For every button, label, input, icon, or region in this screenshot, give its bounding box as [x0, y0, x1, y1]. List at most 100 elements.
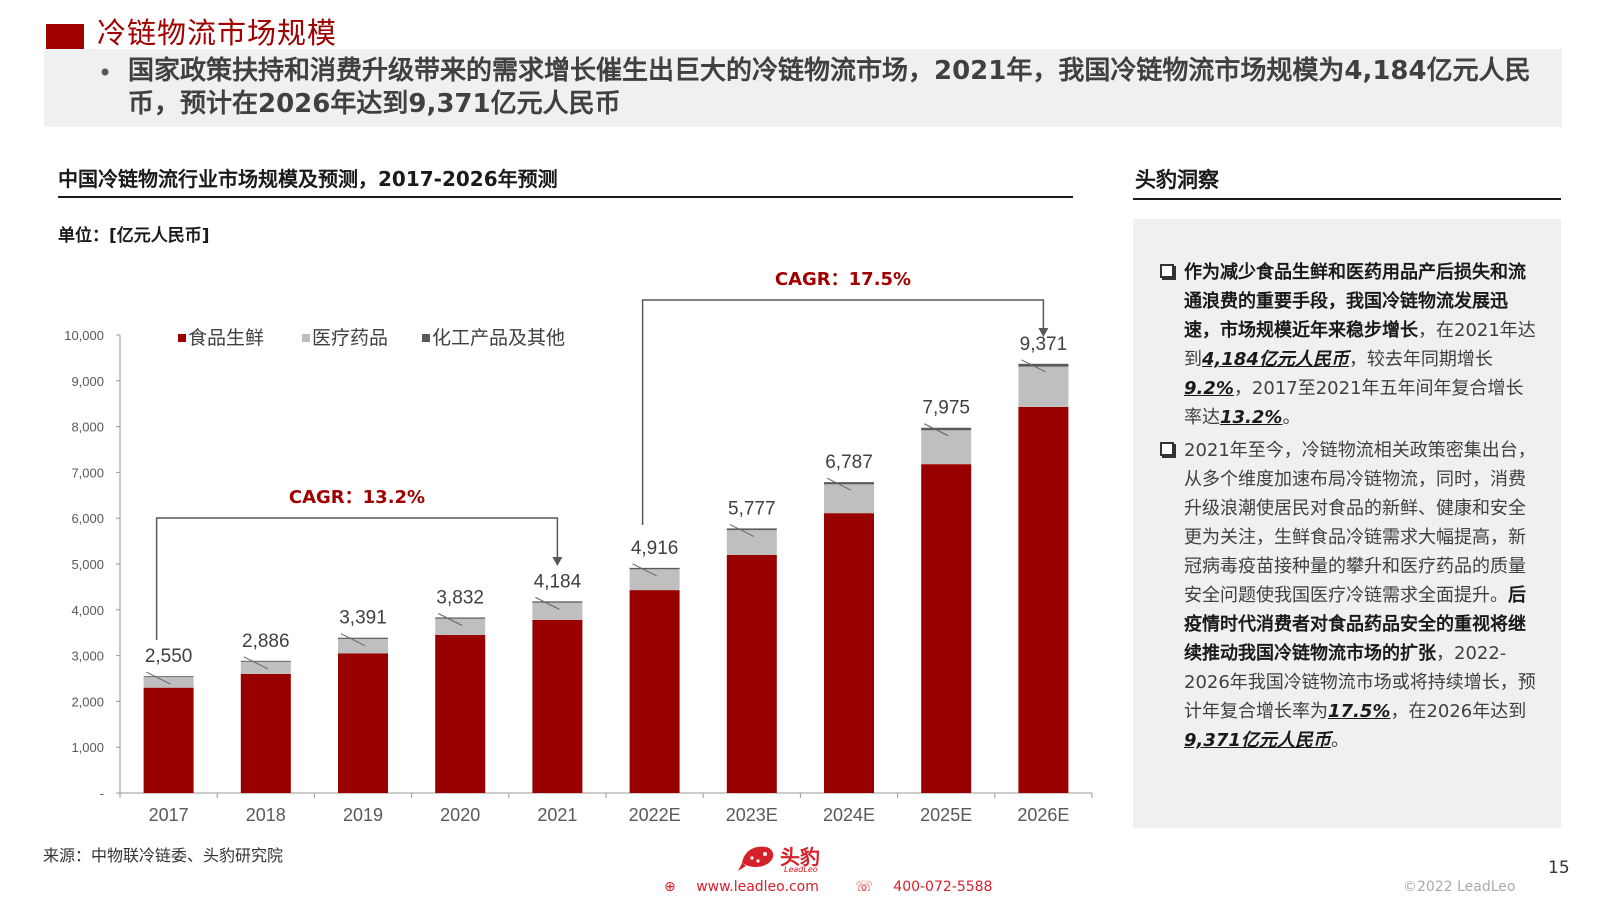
page-number: 15: [1548, 858, 1570, 878]
bar-food-2021: [532, 619, 583, 793]
bar-food-2017: [143, 687, 194, 793]
bar-chemical-2022E: [629, 567, 680, 570]
bar-food-2020: [435, 634, 486, 793]
phone-info: ☏ 400-072-5588: [855, 879, 1008, 895]
insight-1-value-growth: 9.2%: [1184, 378, 1234, 399]
insight-1-text-c: ，2017至2021年五年间年复合增长率达: [1184, 378, 1524, 428]
legend-swatch: [302, 334, 310, 342]
x-tick-label: 2024E: [823, 805, 875, 825]
total-label: 4,184: [534, 571, 582, 592]
cagr-bracket-line: [155, 517, 559, 640]
insight-2-value-market: 9,371亿元人民币: [1184, 730, 1331, 751]
leadleo-logo: 头豹 LeadLeo: [738, 841, 838, 875]
insight-panel: [1133, 219, 1561, 828]
total-leader-line: [146, 671, 171, 685]
phone-text: 400-072-5588: [893, 879, 993, 895]
total-label: 7,975: [922, 398, 970, 419]
bar-chemical-2025E: [921, 427, 972, 431]
bar-chemical-2024E: [824, 482, 874, 485]
bar-medical-2025E: [921, 430, 972, 465]
bar-chemical-2018: [240, 660, 291, 662]
cagr-bracket-line: [641, 299, 1045, 525]
y-tick-label: 1,000: [71, 740, 104, 755]
insight-2-text-c: ，在2026年达到: [1390, 701, 1527, 722]
total-label: 5,777: [728, 498, 776, 519]
bar-food-2023E: [726, 554, 777, 793]
logo-text-en: LeadLeo: [784, 865, 818, 874]
legend-label: 医疗药品: [312, 327, 388, 349]
total-leader-line: [535, 596, 560, 610]
bar-chemical-2019: [338, 637, 388, 639]
copyright: ©2022 LeadLeo: [1403, 879, 1516, 895]
bar-food-2026E: [1018, 406, 1069, 793]
x-tick-label: 2023E: [726, 805, 778, 825]
phone-icon: ☏: [855, 879, 873, 895]
total-leader-line: [340, 633, 366, 647]
insight-1-text-d: 。: [1282, 407, 1301, 428]
page-title: 冷链物流市场规模: [97, 16, 338, 50]
legend-label: 食品生鲜: [188, 327, 264, 349]
total-leader-line: [729, 523, 755, 537]
bar-chemical-2023E: [726, 528, 777, 531]
y-tick-label: 4,000: [71, 603, 104, 618]
bar-chemical-2021: [532, 601, 583, 603]
bullet-dot-icon: •: [98, 59, 113, 87]
y-tick-label: 3,000: [71, 649, 104, 664]
bar-medical-2026E: [1018, 366, 1069, 407]
summary-text: 国家政策扶持和消费升级带来的需求增长催生出巨大的冷链物流市场，2021年，我国冷…: [128, 56, 1531, 119]
x-tick-label: 2018: [246, 805, 286, 825]
cagr-arrowhead: [1038, 328, 1049, 337]
y-tick-label: 9,000: [71, 374, 104, 389]
cagr-label: CAGR：13.2%: [289, 487, 425, 508]
insight-1-text-b: ，较去年同期增长: [1348, 349, 1493, 370]
summary-box: • 国家政策扶持和消费升级带来的需求增长催生出巨大的冷链物流市场，2021年，我…: [44, 49, 1562, 127]
source-note: 来源：中物联冷链委、头豹研究院: [43, 846, 284, 865]
cagr-label: CAGR：17.5%: [775, 269, 911, 290]
insight-paragraph-1: 作为减少食品生鲜和医药用品产后损失和流通浪费的重要手段，我国冷链物流发展迅速，市…: [1160, 258, 1540, 432]
website-text: www.leadleo.com: [696, 879, 819, 895]
bar-chemical-2026E: [1018, 363, 1069, 367]
bar-chemical-2017: [143, 676, 194, 678]
insight-1-text-a: ，在2021年达到: [1184, 320, 1536, 370]
bar-medical-2022E: [629, 569, 680, 591]
chart-title-divider: [58, 196, 1073, 198]
insight-divider: [1133, 198, 1561, 200]
bar-chart: - 1,000 2,000 3,000 4,000 5,000 6,000 7,000 8,00…: [64, 269, 1093, 825]
insight-1-bold: 作为减少食品生鲜和医药用品产后损失和流通浪费的重要手段，我国冷链物流发展迅速，市…: [1184, 262, 1526, 341]
bar-chemical-2020: [435, 617, 486, 619]
bar-medical-2023E: [726, 530, 777, 555]
x-tick-label: 2017: [149, 805, 189, 825]
insight-2-text-a: 2021年至今，冷链物流相关政策密集出台，从多个维度加速布局冷链物流，同时，消费…: [1184, 440, 1536, 606]
checkbox-icon: [1160, 264, 1174, 278]
y-tick-label: -: [100, 786, 104, 801]
total-label: 9,371: [1020, 334, 1068, 355]
bar-food-2024E: [824, 513, 874, 793]
bar-medical-2020: [435, 618, 486, 635]
bar-medical-2017: [143, 677, 194, 688]
total-leader-line: [243, 656, 269, 670]
x-tick-label: 2021: [537, 805, 577, 825]
bar-food-2022E: [629, 590, 680, 793]
total-leader-line: [632, 563, 657, 577]
website-link[interactable]: ⊕ www.leadleo.com: [664, 879, 835, 895]
total-label: 4,916: [631, 538, 679, 559]
total-label: 3,832: [436, 587, 484, 608]
total-label: 2,550: [145, 646, 193, 667]
insight-2-text-d: 。: [1330, 730, 1349, 751]
legend-label: 化工产品及其他: [432, 327, 565, 349]
legend-swatch: [422, 334, 430, 342]
bar-food-2019: [338, 653, 388, 793]
y-tick-label: 2,000: [71, 694, 104, 709]
x-tick-label: 2019: [343, 805, 383, 825]
x-tick-label: 2026E: [1017, 805, 1069, 825]
footer-contact: ⊕ www.leadleo.com ☏ 400-072-5588: [664, 879, 1024, 895]
x-tick-label: 2025E: [920, 805, 972, 825]
bar-medical-2021: [532, 602, 583, 620]
total-leader-line: [437, 613, 463, 626]
total-label: 2,886: [242, 631, 290, 652]
logo-text-cn: 头豹: [780, 845, 820, 869]
total-label: 6,787: [825, 452, 873, 473]
y-tick-label: 6,000: [71, 511, 104, 526]
bar-food-2018: [240, 673, 291, 793]
y-tick-label: 8,000: [71, 420, 104, 435]
